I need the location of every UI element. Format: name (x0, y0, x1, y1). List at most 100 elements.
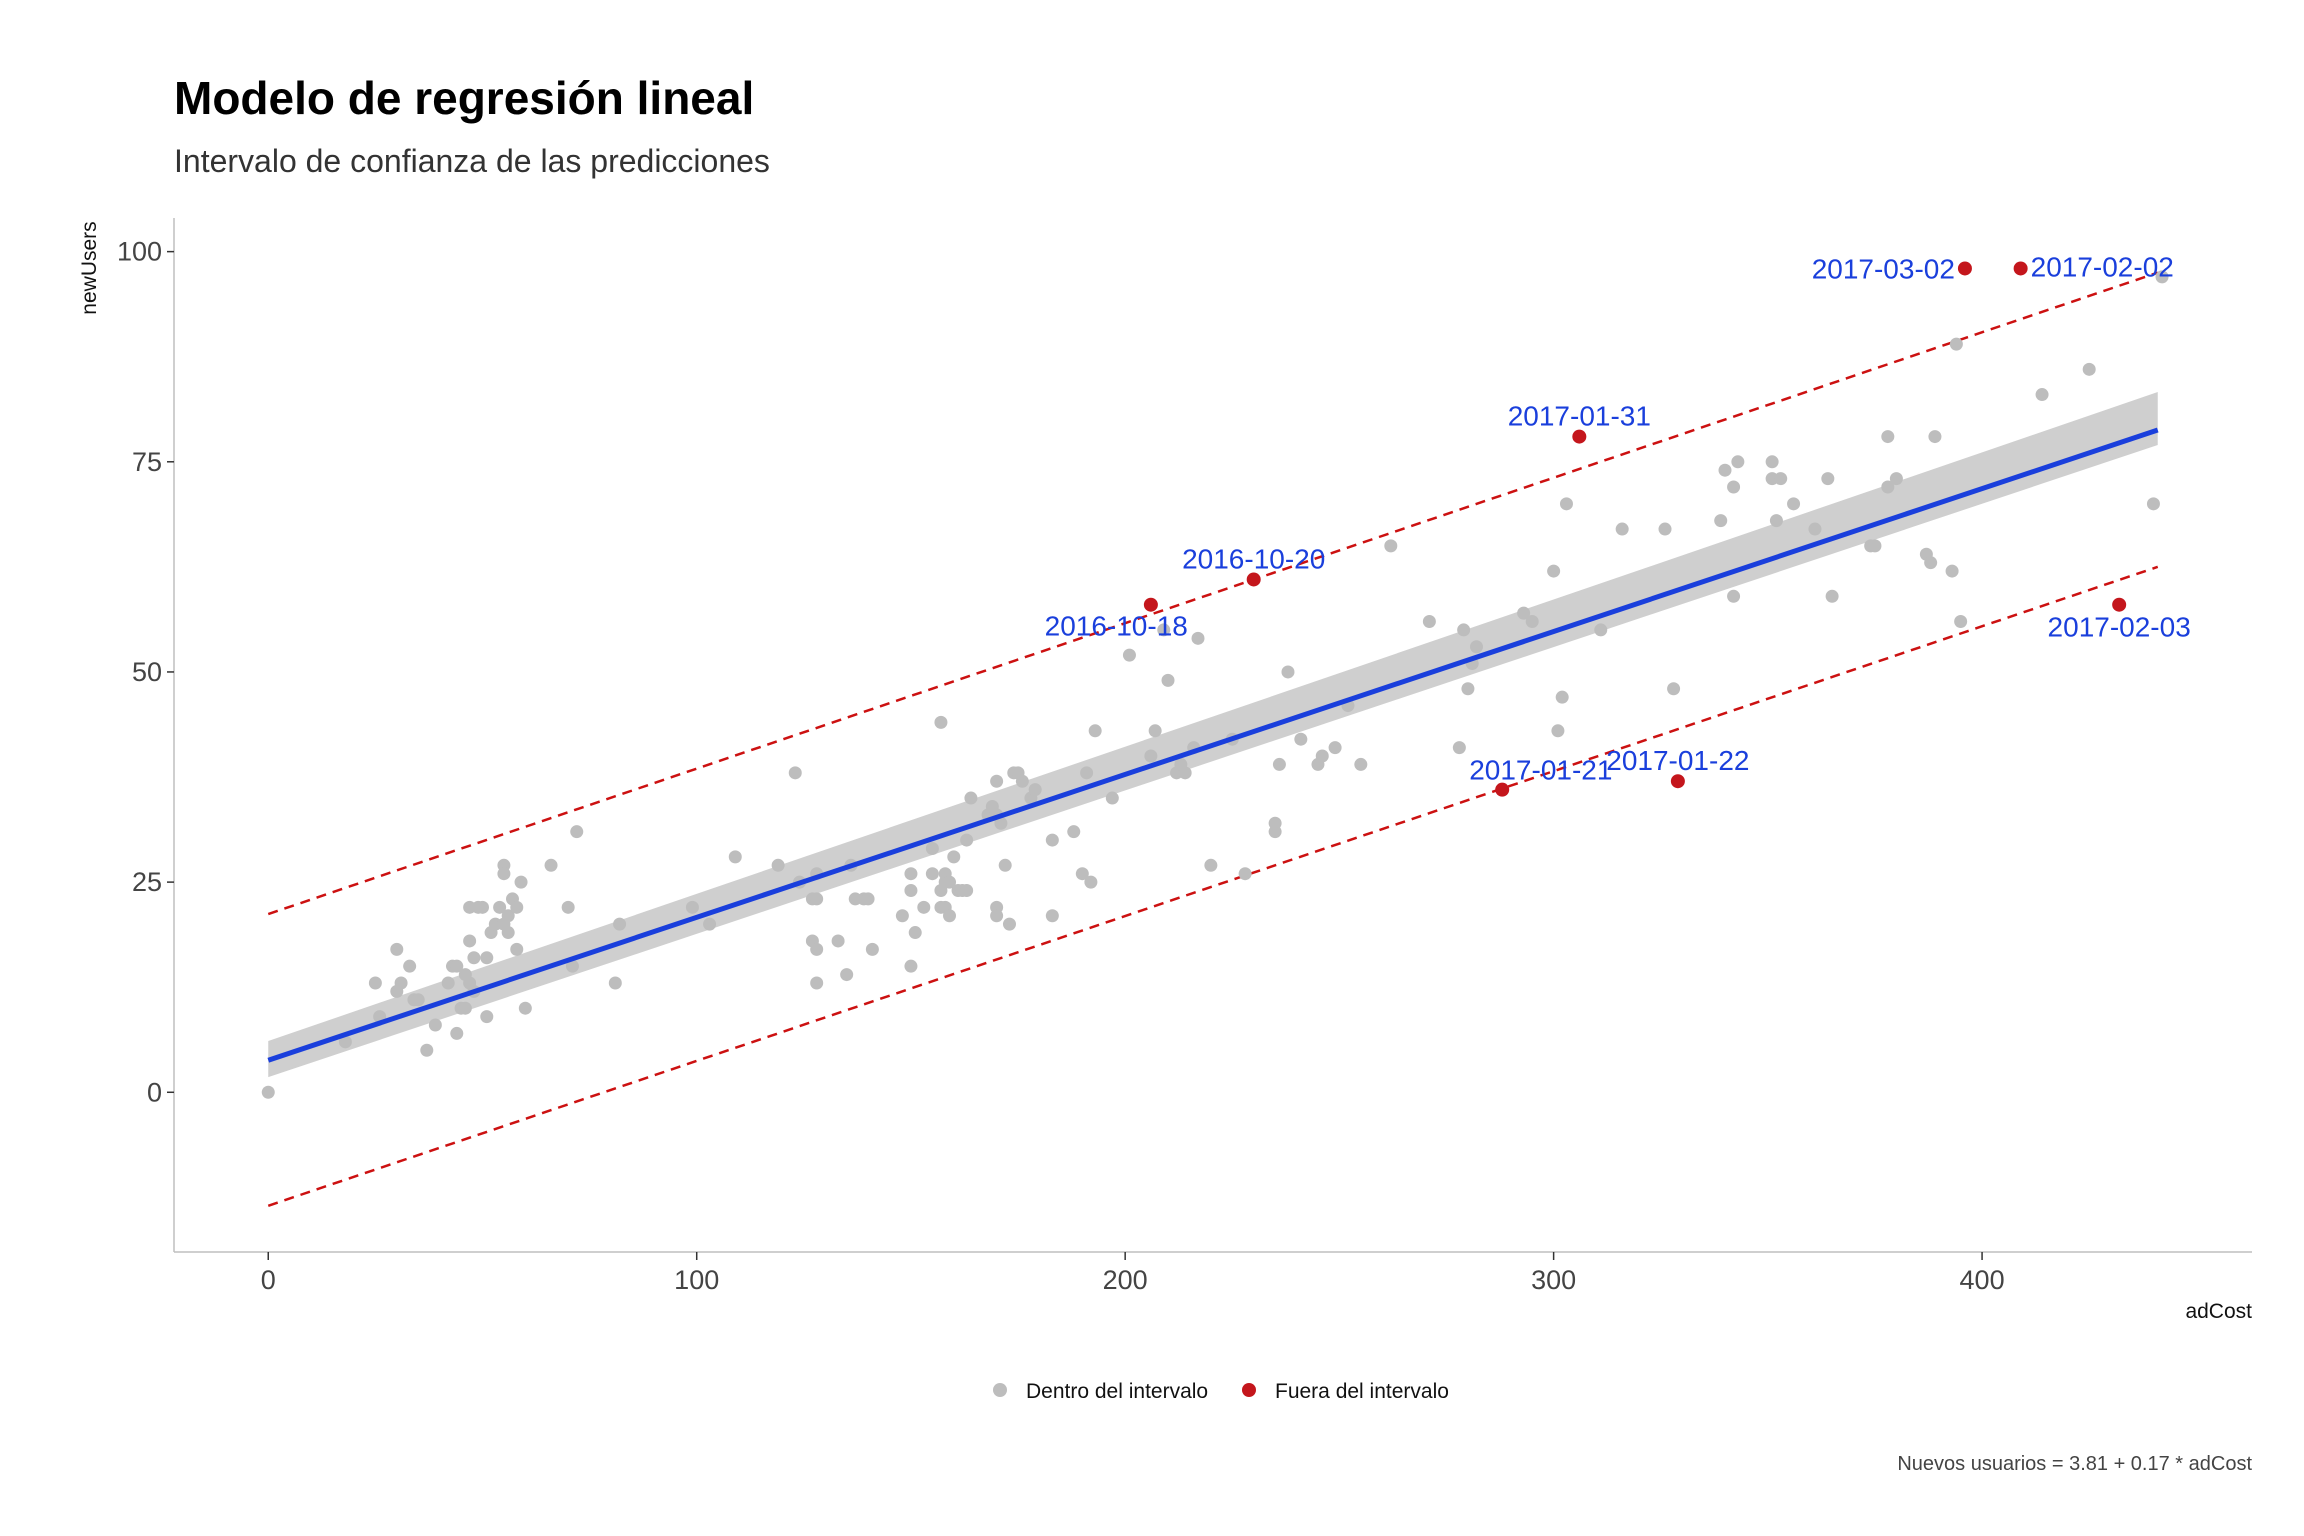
data-point-inside (934, 715, 948, 729)
y-axis-title: newUsers (78, 221, 101, 314)
data-point-outside (1572, 429, 1587, 444)
data-point-inside (788, 766, 802, 780)
data-point-inside (947, 850, 961, 864)
data-point-outside (1495, 782, 1510, 797)
data-point-inside (510, 900, 524, 914)
x-tick-label: 300 (1531, 1265, 1576, 1295)
data-point-inside (565, 959, 579, 973)
data-point-inside (1204, 858, 1218, 872)
data-point-inside (1808, 522, 1822, 536)
data-point-inside (904, 867, 918, 881)
data-point-inside (613, 917, 627, 931)
data-point-inside (1045, 833, 1059, 847)
data-point-inside (2082, 362, 2096, 376)
data-point-outside (1246, 572, 1261, 587)
x-axis-title: adCost (2185, 1300, 2252, 1323)
data-point-inside (994, 816, 1008, 830)
data-point-inside (1469, 640, 1483, 654)
data-point-inside (514, 875, 528, 889)
x-tick-label: 400 (1960, 1265, 2005, 1295)
data-point-inside (1015, 774, 1029, 788)
data-point-inside (1924, 556, 1938, 570)
data-point-inside (1825, 589, 1839, 603)
data-point-inside (501, 909, 515, 923)
confidence-band (268, 392, 2158, 1078)
data-point-inside (1191, 631, 1205, 645)
data-point-inside (990, 909, 1004, 923)
data-point-inside (441, 976, 455, 990)
data-point-inside (1727, 589, 1741, 603)
data-point-inside (428, 1018, 442, 1032)
data-point-inside (1525, 615, 1539, 629)
data-point-inside (390, 942, 404, 956)
data-point-inside (904, 959, 918, 973)
data-point-inside (510, 942, 524, 956)
legend-outside-label: Fuera del intervalo (1275, 1380, 1449, 1403)
point-label: 2016-10-18 (1045, 611, 1188, 642)
y-tick-label: 75 (132, 447, 162, 477)
data-point-inside (338, 1035, 352, 1049)
legend-inside-key (993, 1383, 1007, 1397)
data-point-inside (703, 917, 717, 931)
data-point-inside (1954, 615, 1968, 629)
prediction-interval-lower-line (267, 565, 2159, 1207)
data-point-inside (1178, 766, 1192, 780)
data-point-inside (831, 934, 845, 948)
data-point-inside (771, 858, 785, 872)
data-point-inside (463, 934, 477, 948)
data-point-inside (1354, 757, 1368, 771)
data-point-inside (964, 791, 978, 805)
y-tick-label: 0 (147, 1077, 162, 1107)
data-point-inside (1615, 522, 1629, 536)
data-point-inside (1881, 480, 1895, 494)
data-point-inside (570, 825, 584, 839)
chart-title: Modelo de regresión lineal (174, 72, 754, 124)
data-point-inside (1881, 430, 1895, 444)
data-point-inside (1949, 337, 1963, 351)
legend-inside-label: Dentro del intervalo (1026, 1380, 1208, 1403)
data-point-inside (1517, 606, 1531, 620)
data-point-inside (1422, 615, 1436, 629)
data-point-inside (1769, 514, 1783, 528)
data-point-inside (943, 875, 957, 889)
data-point-inside (1157, 623, 1171, 637)
data-point-inside (2035, 388, 2049, 402)
data-point-inside (394, 976, 408, 990)
data-point-inside (561, 900, 575, 914)
data-point-inside (497, 867, 511, 881)
data-point-inside (2146, 497, 2160, 511)
point-label: 2017-01-21 (1469, 755, 1612, 786)
data-point-inside (1551, 724, 1565, 738)
data-point-inside (904, 884, 918, 898)
data-point-inside (1028, 783, 1042, 797)
data-point-inside (1144, 749, 1158, 763)
data-point-inside (420, 1043, 434, 1057)
data-point-inside (480, 951, 494, 965)
data-point-inside (1268, 825, 1282, 839)
legend: Dentro del intervalo Fuera del intervalo (993, 1380, 1449, 1403)
data-point-inside (990, 774, 1004, 788)
data-point-inside (810, 942, 824, 956)
data-point-inside (943, 909, 957, 923)
data-point-outside (1670, 774, 1685, 789)
data-point-inside (1889, 472, 1903, 486)
data-point-inside (1727, 480, 1741, 494)
y-tick-label: 50 (132, 657, 162, 687)
data-point-inside (1384, 539, 1398, 553)
data-point-inside (1787, 497, 1801, 511)
chart-subtitle: Intervalo de confianza de las prediccion… (174, 143, 770, 179)
data-point-inside (1045, 909, 1059, 923)
data-point-inside (411, 993, 425, 1007)
prediction-interval-upper-line (267, 271, 2159, 916)
data-point-inside (450, 1026, 464, 1040)
data-point-outside (2013, 261, 2028, 276)
data-point-inside (458, 1001, 472, 1015)
data-point-inside (1714, 514, 1728, 528)
data-point-inside (1080, 766, 1094, 780)
data-point-inside (960, 884, 974, 898)
regression-line (267, 427, 2159, 1063)
data-point-inside (1457, 623, 1471, 637)
x-tick-label: 100 (674, 1265, 719, 1295)
data-point-inside (685, 900, 699, 914)
data-point-inside (1667, 682, 1681, 696)
